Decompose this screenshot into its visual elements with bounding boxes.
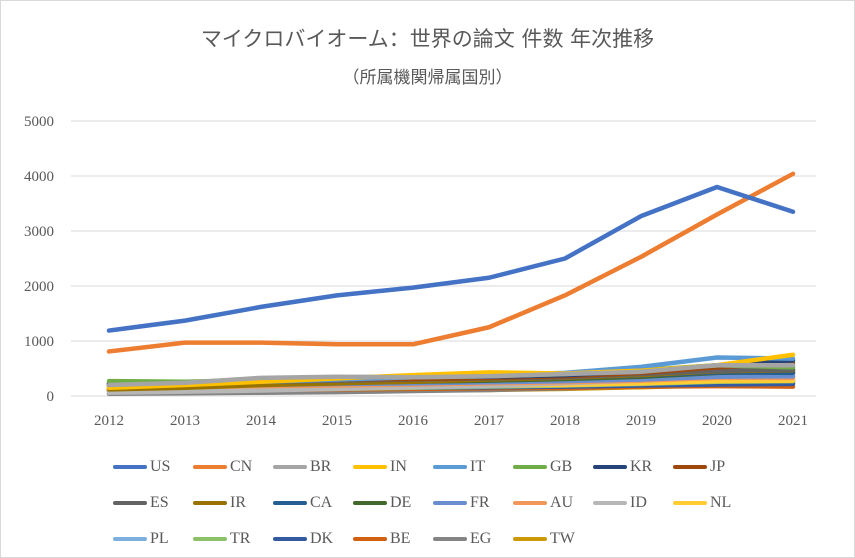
legend-label: CN: [230, 458, 253, 475]
y-tick-label: 0: [47, 389, 55, 405]
legend-swatch: [193, 501, 227, 505]
legend-item-tw: TW: [513, 521, 593, 557]
legend-item-nl: NL: [673, 485, 753, 521]
legend-swatch: [273, 537, 307, 541]
legend-swatch: [353, 537, 387, 541]
legend: US CN BR IN IT GB KR JP ES IR CA DE FR AU ID NL PL TR DK BE…: [113, 449, 753, 557]
x-tick-label: 2014: [246, 413, 277, 429]
legend-swatch: [113, 465, 147, 469]
legend-swatch: [353, 501, 387, 505]
legend-swatch: [513, 501, 547, 505]
legend-label: IT: [470, 458, 486, 475]
chart-subtitle: （所属機関帰属国別）: [342, 68, 513, 88]
legend-item-au: AU: [513, 485, 593, 521]
legend-item-ca: CA: [273, 485, 353, 521]
legend-label: BE: [390, 530, 411, 547]
legend-swatch: [593, 501, 627, 505]
legend-item-tr: TR: [193, 521, 273, 557]
legend-swatch: [353, 465, 387, 469]
legend-label: NL: [710, 494, 732, 511]
series-line-br: [106, 362, 796, 388]
legend-item-eg: EG: [433, 521, 513, 557]
x-tick-label: 2017: [474, 413, 505, 429]
legend-item-de: DE: [353, 485, 433, 521]
x-tick-label: 2019: [626, 413, 656, 429]
legend-swatch: [433, 537, 467, 541]
legend-item-fr: FR: [433, 485, 513, 521]
legend-item-us: US: [113, 449, 193, 485]
series-line-cn: [106, 171, 796, 354]
legend-item-pl: PL: [113, 521, 193, 557]
legend-label: TR: [230, 530, 251, 547]
legend-item-br: BR: [273, 449, 353, 485]
x-tick-label: 2020: [702, 413, 732, 429]
legend-swatch: [113, 537, 147, 541]
legend-swatch: [273, 465, 307, 469]
legend-item-it: IT: [433, 449, 513, 485]
legend-label: KR: [630, 458, 653, 475]
legend-label: DE: [390, 494, 412, 511]
legend-label: BR: [310, 458, 332, 475]
y-tick-label: 4000: [24, 169, 54, 185]
legend-item-cn: CN: [193, 449, 273, 485]
legend-swatch: [113, 501, 147, 505]
legend-item-id: ID: [593, 485, 673, 521]
x-tick-label: 2015: [322, 413, 352, 429]
legend-label: IN: [390, 458, 407, 475]
x-tick-label: 2016: [398, 413, 429, 429]
legend-label: ES: [150, 494, 169, 511]
legend-label: ID: [630, 494, 647, 511]
legend-label: TW: [550, 530, 575, 547]
legend-swatch: [593, 465, 627, 469]
legend-label: JP: [710, 458, 726, 475]
legend-label: PL: [150, 530, 169, 547]
x-tick-label: 2012: [94, 413, 124, 429]
chart-title: マイクロバイオーム：世界の論文 件数 年次推移: [200, 27, 655, 51]
legend-item-gb: GB: [513, 449, 593, 485]
legend-item-es: ES: [113, 485, 193, 521]
series-line-us: [106, 184, 796, 333]
legend-swatch: [273, 501, 307, 505]
legend-swatch: [433, 501, 467, 505]
legend-label: IR: [230, 494, 246, 511]
y-tick-label: 3000: [24, 224, 54, 240]
legend-item-dk: DK: [273, 521, 353, 557]
legend-label: US: [150, 458, 171, 475]
legend-swatch: [513, 465, 547, 469]
x-tick-label: 2021: [778, 413, 808, 429]
y-tick-label: 1000: [24, 334, 54, 350]
legend-label: EG: [470, 530, 492, 547]
y-tick-label: 2000: [24, 279, 54, 295]
legend-item-be: BE: [353, 521, 433, 557]
legend-item-ir: IR: [193, 485, 273, 521]
legend-item-jp: JP: [673, 449, 753, 485]
legend-label: GB: [550, 458, 573, 475]
legend-swatch: [193, 537, 227, 541]
legend-label: FR: [470, 494, 490, 511]
legend-item-in: IN: [353, 449, 433, 485]
x-tick-label: 2018: [550, 413, 580, 429]
legend-swatch: [193, 465, 227, 469]
legend-item-kr: KR: [593, 449, 673, 485]
legend-label: DK: [310, 530, 334, 547]
legend-label: CA: [310, 494, 333, 511]
x-tick-label: 2013: [170, 413, 200, 429]
legend-swatch: [513, 537, 547, 541]
legend-label: AU: [550, 494, 574, 511]
legend-swatch: [433, 465, 467, 469]
y-tick-label: 5000: [24, 114, 54, 130]
legend-swatch: [673, 465, 707, 469]
legend-swatch: [673, 501, 707, 505]
